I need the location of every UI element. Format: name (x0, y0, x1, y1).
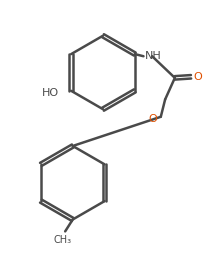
Text: O: O (194, 72, 202, 82)
Text: O: O (148, 114, 157, 124)
Text: HO: HO (42, 88, 59, 98)
Text: NH: NH (145, 51, 161, 61)
Text: CH₃: CH₃ (54, 235, 72, 245)
